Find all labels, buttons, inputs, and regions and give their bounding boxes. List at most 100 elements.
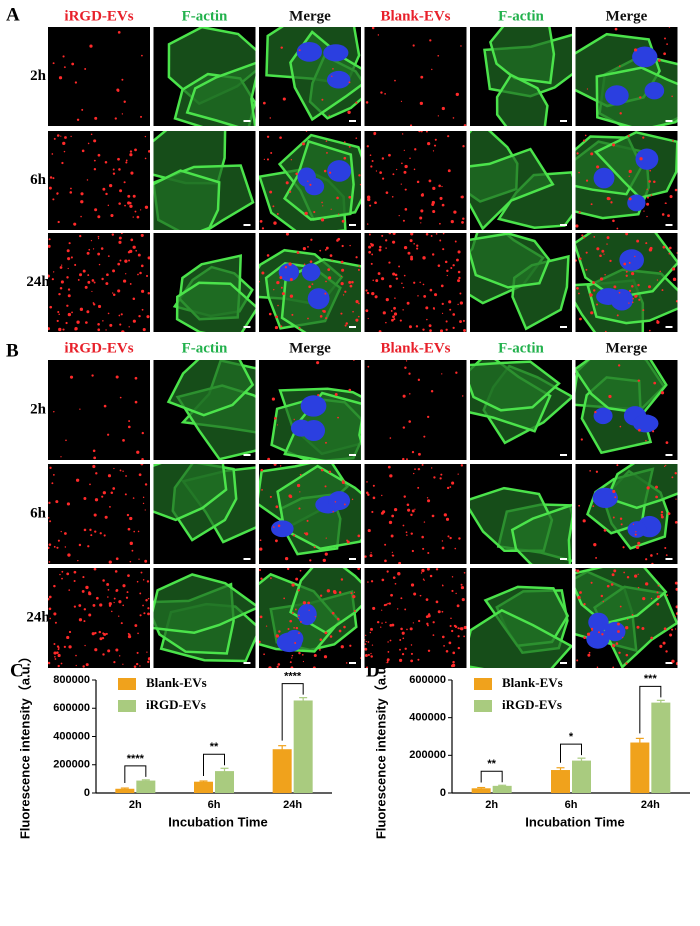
ev-dot (422, 283, 425, 286)
ev-dot (92, 464, 96, 469)
ev-dot (372, 606, 376, 610)
image-background (48, 233, 150, 332)
ev-dot (594, 410, 597, 414)
ev-dot (402, 309, 404, 311)
nucleus (302, 419, 326, 442)
ev-dot (78, 604, 82, 607)
ev-dot (49, 176, 53, 179)
significance-bracket (480, 770, 503, 783)
ev-dot (367, 317, 369, 320)
ev-dot (60, 456, 62, 458)
ev-dot (53, 643, 56, 646)
ev-dot (60, 135, 62, 137)
ev-dot (408, 372, 411, 375)
ev-dot (457, 303, 459, 306)
ev-dot (279, 276, 283, 280)
ev-dot (143, 612, 146, 615)
ev-dot (102, 653, 105, 656)
ev-dot (595, 556, 598, 559)
ev-dot (674, 615, 676, 618)
ev-dot (98, 263, 101, 266)
ev-dot (90, 239, 93, 242)
ev-dot (289, 661, 292, 664)
legend-swatch (118, 700, 136, 712)
ev-dot (406, 458, 408, 460)
ev-dot (438, 184, 441, 188)
ev-dot (646, 196, 649, 199)
ev-dot (111, 292, 114, 294)
ev-dot (337, 237, 341, 241)
ev-dot (659, 270, 662, 273)
ev-dot (358, 302, 360, 305)
nucleus (301, 263, 321, 282)
ev-dot (450, 220, 454, 224)
image-content (53, 374, 144, 460)
ev-dot (125, 273, 127, 275)
ev-dot (91, 279, 95, 282)
micrograph (48, 568, 150, 668)
ev-dot (632, 523, 635, 525)
ev-dot (616, 464, 619, 467)
ev-dot (401, 133, 404, 135)
ev-dot (617, 622, 620, 626)
ev-dot (142, 328, 146, 332)
significance-bracket (124, 765, 147, 784)
ev-dot (146, 580, 150, 583)
ev-dot (671, 267, 676, 271)
ev-dot (408, 325, 412, 329)
ev-dot (612, 489, 616, 494)
ev-dot (622, 636, 624, 639)
ev-dot (646, 202, 650, 206)
ev-dot (99, 532, 102, 535)
ev-dot (617, 364, 621, 367)
micrograph (153, 568, 256, 668)
ev-dot (403, 274, 406, 277)
scale-bar (243, 454, 251, 456)
ev-dot (115, 375, 119, 379)
ev-dot (321, 201, 323, 204)
ev-dot (583, 236, 586, 239)
ev-dot (578, 211, 581, 214)
ev-dot (422, 547, 425, 550)
ev-dot (59, 266, 63, 269)
bar (651, 702, 671, 793)
image-content (259, 131, 361, 230)
ev-dot (413, 168, 416, 171)
ev-dot (343, 625, 346, 629)
ev-dot (365, 634, 367, 637)
ev-dot (452, 326, 455, 329)
ev-dot (659, 644, 663, 648)
ev-dot (144, 483, 148, 486)
ev-dot (103, 633, 107, 636)
ev-dot (127, 527, 131, 531)
ev-dot (68, 645, 72, 649)
ev-dot (660, 391, 665, 395)
ev-dot (68, 630, 72, 634)
ev-dot (590, 203, 593, 206)
ev-dot (57, 648, 60, 651)
ev-dot (102, 320, 104, 322)
significance-label: * (569, 731, 574, 743)
ev-dot (419, 594, 422, 597)
ev-dot (410, 513, 413, 517)
ev-dot (92, 449, 96, 453)
nucleus (635, 148, 659, 170)
ev-dot (134, 210, 137, 213)
ev-dot (402, 286, 405, 289)
ev-dot (318, 648, 321, 651)
ev-dot (457, 250, 461, 254)
ev-dot (309, 260, 313, 263)
ev-dot (643, 210, 645, 212)
image-content (470, 360, 572, 456)
ev-dot (307, 601, 311, 605)
ev-dot (364, 653, 368, 657)
ev-dot (311, 283, 314, 286)
ev-dot (343, 503, 346, 506)
ev-dot (371, 253, 374, 256)
ev-dot (118, 314, 121, 317)
ev-dot (129, 153, 133, 157)
ev-dot (137, 530, 140, 533)
ev-dot (324, 292, 327, 295)
ev-dot (334, 501, 337, 503)
ev-dot (141, 308, 144, 311)
